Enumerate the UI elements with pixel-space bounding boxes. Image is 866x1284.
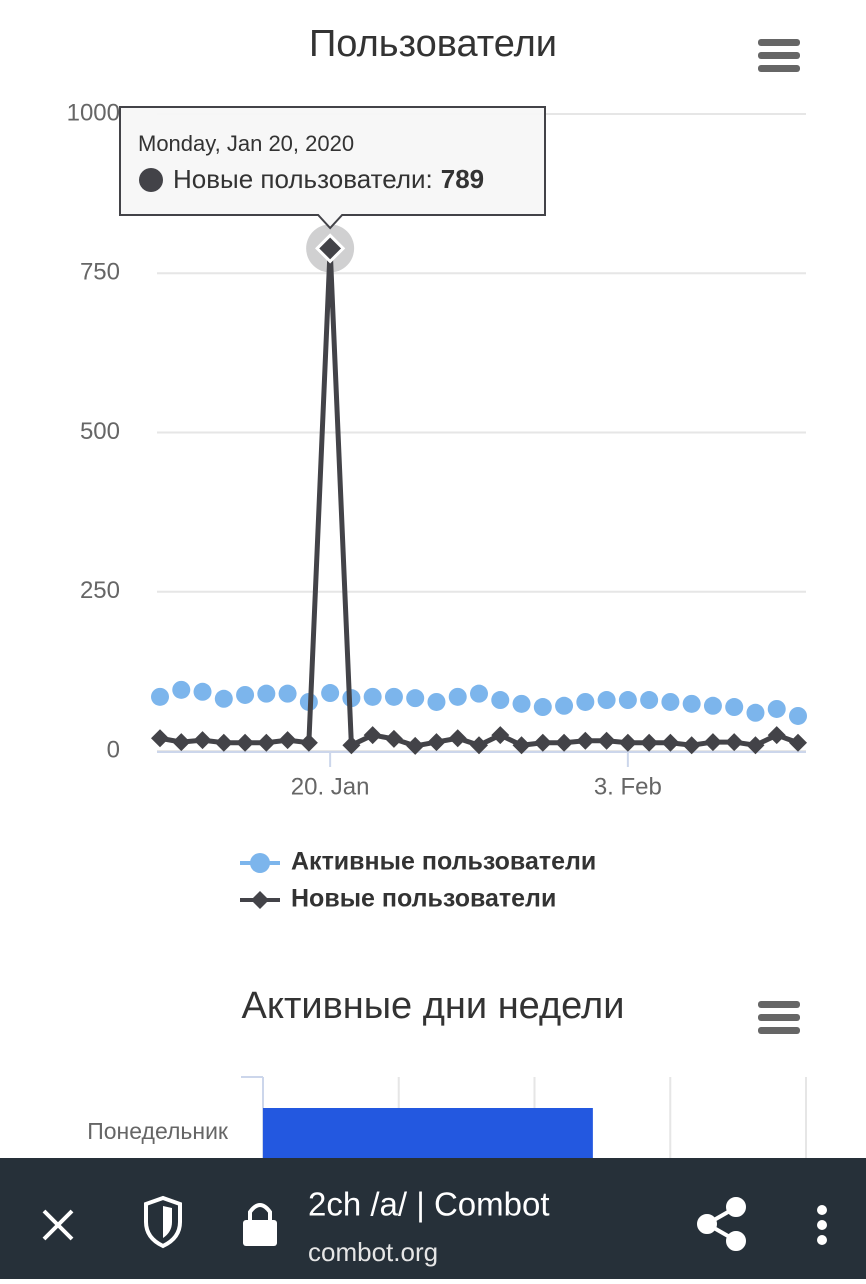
more-button[interactable] xyxy=(817,1205,827,1245)
point xyxy=(512,694,531,713)
shield-icon-fill xyxy=(163,1206,172,1238)
point xyxy=(767,699,786,718)
point xyxy=(193,731,212,750)
chart-title: Пользователи xyxy=(309,23,557,65)
tooltip-marker xyxy=(139,168,163,192)
page-title[interactable]: 2ch /a/ | Combot xyxy=(308,1186,550,1223)
point xyxy=(427,692,446,711)
point xyxy=(725,733,744,752)
menu-button[interactable] xyxy=(758,39,800,72)
legend-label[interactable]: Новые пользователи xyxy=(291,885,556,913)
point xyxy=(151,687,169,706)
point xyxy=(172,733,191,752)
users-chart: 0 250 500 750 1000 20. Jan 3. Feb Активные поль… xyxy=(67,99,807,913)
point xyxy=(555,696,574,715)
point xyxy=(384,729,403,748)
point xyxy=(576,692,595,711)
point xyxy=(746,703,765,722)
point xyxy=(321,684,340,703)
tooltip-label: Новые пользователи: 789 xyxy=(173,164,484,194)
chart-title: Активные дни недели xyxy=(242,985,625,1027)
point xyxy=(448,687,467,706)
point xyxy=(533,733,552,752)
point xyxy=(491,726,510,745)
x-tick-label: 20. Jan xyxy=(291,773,370,800)
point xyxy=(491,691,510,710)
y-tick-label: 1000 xyxy=(67,99,120,126)
point xyxy=(236,733,255,752)
close-button[interactable] xyxy=(42,1209,74,1241)
point xyxy=(257,733,276,752)
lock-icon[interactable] xyxy=(243,1203,277,1246)
point xyxy=(406,689,425,708)
point xyxy=(151,729,169,748)
y-tick-label: 500 xyxy=(80,418,120,445)
point xyxy=(427,733,446,752)
point xyxy=(789,706,807,725)
point xyxy=(576,731,595,750)
point xyxy=(597,731,616,750)
point xyxy=(512,736,531,755)
point xyxy=(406,736,425,755)
point xyxy=(257,684,276,703)
point xyxy=(725,698,744,717)
tooltip-series: Новые пользователи: xyxy=(173,164,433,194)
bar xyxy=(263,1108,593,1158)
y-tick-label: 750 xyxy=(80,259,120,286)
y-tick-label: Понедельник xyxy=(87,1118,229,1144)
point xyxy=(789,733,807,752)
point xyxy=(618,733,637,752)
legend-label[interactable]: Активные пользователи xyxy=(291,848,596,876)
point xyxy=(661,692,680,711)
point xyxy=(236,685,255,704)
point xyxy=(214,733,233,752)
point xyxy=(363,687,382,706)
shield-icon[interactable] xyxy=(144,1195,182,1249)
point xyxy=(533,698,552,717)
legend-symbol xyxy=(250,853,270,873)
legend-symbol xyxy=(251,891,269,909)
point xyxy=(470,736,488,755)
page-url[interactable]: combot.org xyxy=(308,1237,438,1267)
tooltip: Monday, Jan 20, 2020 Новые пользователи: 7… xyxy=(119,106,546,230)
point xyxy=(640,691,659,710)
y-tick-label: 250 xyxy=(80,577,120,604)
point xyxy=(640,733,659,752)
point xyxy=(703,696,722,715)
tooltip-box xyxy=(119,106,546,230)
menu-button[interactable] xyxy=(758,1001,800,1034)
point xyxy=(342,736,361,755)
point xyxy=(214,689,233,708)
point xyxy=(278,684,297,703)
point xyxy=(661,733,680,752)
point xyxy=(299,733,318,752)
point xyxy=(555,733,574,752)
point xyxy=(193,682,212,701)
point xyxy=(682,736,701,755)
point xyxy=(682,694,701,713)
hover-point xyxy=(315,233,346,264)
point xyxy=(384,687,403,706)
point xyxy=(470,684,488,703)
tooltip-date: Monday, Jan 20, 2020 xyxy=(138,131,354,156)
browser-bar: 2ch /a/ | Combot combot.org xyxy=(0,1158,866,1279)
x-tick-label: 3. Feb xyxy=(594,773,662,800)
point xyxy=(618,691,637,710)
point xyxy=(597,691,616,710)
point xyxy=(363,726,382,745)
share-button[interactable] xyxy=(697,1197,746,1251)
tooltip-value: 789 xyxy=(441,164,484,194)
point xyxy=(172,680,191,699)
weekday-chart: Понедельник xyxy=(87,1076,807,1158)
point xyxy=(278,731,297,750)
y-tick-label: 0 xyxy=(107,736,120,763)
point xyxy=(448,729,467,748)
point xyxy=(767,726,786,745)
point xyxy=(746,736,765,755)
point xyxy=(703,733,722,752)
